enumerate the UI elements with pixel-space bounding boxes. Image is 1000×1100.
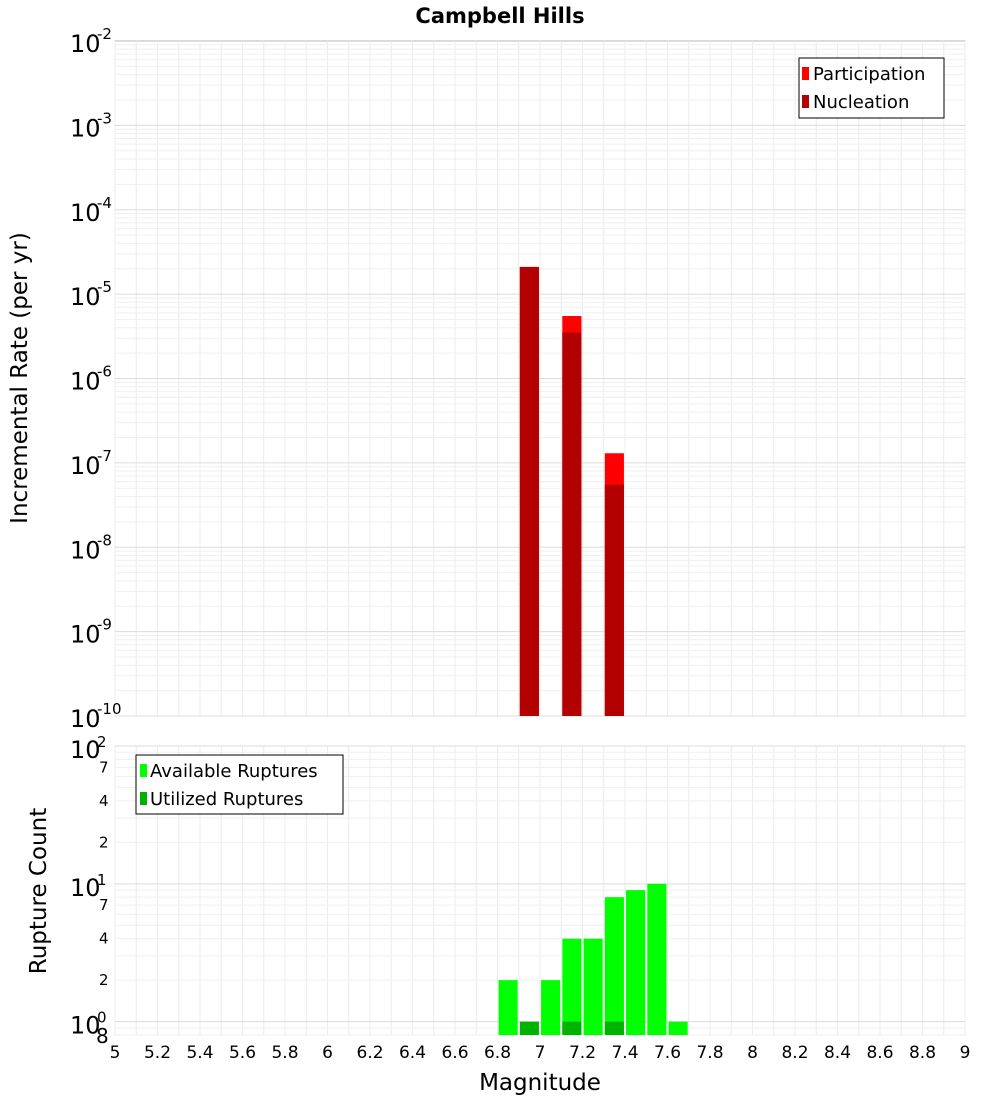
count-y-minor-tick-label: 2 <box>99 971 109 989</box>
x-tick-label: 6.2 <box>356 1043 383 1063</box>
participation-legend-label: Participation <box>813 64 925 85</box>
rate-y-tick-label: 10 <box>70 368 101 396</box>
x-tick-label: 8.8 <box>909 1043 936 1063</box>
utilized-ruptures-bar <box>604 1021 624 1035</box>
rate-y-tick-label: 10 <box>70 452 101 480</box>
participation-legend-swatch <box>802 67 809 80</box>
rate-y-tick-exponent: -6 <box>97 363 112 381</box>
x-tick-label: 6.6 <box>441 1043 468 1063</box>
x-tick-label: 7 <box>535 1043 546 1063</box>
rate-y-tick-exponent: -9 <box>97 616 112 634</box>
count-y-tick-label: 10 <box>70 1012 101 1040</box>
nucleation-legend-swatch <box>802 95 809 108</box>
x-tick-label: 5.6 <box>229 1043 256 1063</box>
count-y-minor-tick-label: 7 <box>99 896 109 914</box>
rate-y-tick-exponent: -10 <box>97 700 122 718</box>
rate-bars <box>519 266 624 716</box>
chart-title: Campbell Hills <box>415 4 584 28</box>
rate-y-tick-label: 10 <box>70 621 101 649</box>
rate-y-tick-exponent: -7 <box>97 447 112 465</box>
nucleation-bar <box>519 266 539 716</box>
count-y-minor-tick-label: 4 <box>99 792 109 810</box>
available-legend-label: Available Ruptures <box>150 761 318 782</box>
count-bars <box>498 883 688 1035</box>
x-tick-label: 6 <box>322 1043 333 1063</box>
count-y-tick-label: 10 <box>70 874 101 902</box>
x-tick-label: 7.6 <box>654 1043 681 1063</box>
available-ruptures-bar <box>626 890 646 1035</box>
count-y-tick-exponent: 0 <box>97 1009 107 1027</box>
x-tick-label: 7.4 <box>611 1043 638 1063</box>
x-tick-label: 5.2 <box>144 1043 171 1063</box>
x-tick-label: 7.2 <box>569 1043 596 1063</box>
x-ticks: 5 5.2 5.4 5.6 5.8 6 6.2 6.4 6.6 6.8 7 7.2 7.4 7.6 7.8 8… <box>110 1043 971 1063</box>
x-tick-label: 8 <box>747 1043 758 1063</box>
rate-y-tick-label: 10 <box>70 283 101 311</box>
count-y-tick-label: 10 <box>70 736 101 764</box>
count-legend-box <box>135 754 344 815</box>
rate-y-tick-label: 10 <box>70 199 101 227</box>
rate-y-tick-exponent: -8 <box>97 531 112 549</box>
count-legend: Available Ruptures Utilized Ruptures <box>135 754 344 815</box>
x-tick-label: 9 <box>960 1043 971 1063</box>
x-tick-label: 7.8 <box>696 1043 723 1063</box>
nucleation-bar <box>604 484 624 716</box>
count-y-minor-tick-label: 8 <box>96 1024 109 1048</box>
rate-y-tick-label: 10 <box>70 536 101 564</box>
rate-legend-box <box>798 57 945 119</box>
x-tick-label: 8.6 <box>866 1043 893 1063</box>
nucleation-bar <box>562 332 582 716</box>
x-tick-label: 6.8 <box>484 1043 511 1063</box>
available-ruptures-bar <box>498 980 518 1035</box>
rate-y-tick-exponent: -5 <box>97 278 112 296</box>
count-y-tick-exponent: 2 <box>97 733 107 751</box>
utilized-ruptures-bar <box>562 1021 582 1035</box>
available-legend-swatch <box>140 764 147 777</box>
count-y-minor-tick-label: 2 <box>99 833 109 851</box>
rate-y-tick-exponent: -4 <box>97 194 112 212</box>
x-tick-label: 8.4 <box>824 1043 851 1063</box>
x-axis-label: Magnitude <box>479 1070 601 1096</box>
x-tick-label: 8.2 <box>781 1043 808 1063</box>
count-y-axis-label: Rupture Count <box>26 808 52 974</box>
rate-y-tick-exponent: -2 <box>97 25 112 43</box>
rate-y-tick-label: 10 <box>70 30 101 58</box>
available-ruptures-bar <box>541 980 561 1035</box>
rate-legend: Participation Nucleation <box>798 57 945 119</box>
available-ruptures-bar <box>583 938 603 1035</box>
rate-y-tick-label: 10 <box>70 114 101 142</box>
utilized-legend-label: Utilized Ruptures <box>150 789 303 810</box>
available-ruptures-bar <box>668 1021 688 1035</box>
utilized-ruptures-bar <box>519 1021 539 1035</box>
nucleation-legend-label: Nucleation <box>813 92 909 113</box>
rate-y-tick-label: 10 <box>70 705 101 733</box>
count-y-minor-tick-label: 7 <box>99 758 109 776</box>
utilized-legend-swatch <box>140 792 147 805</box>
rate-grid <box>114 41 966 717</box>
x-tick-label: 5 <box>110 1043 121 1063</box>
x-tick-label: 5.8 <box>271 1043 298 1063</box>
count-y-tick-exponent: 1 <box>97 871 107 889</box>
available-ruptures-bar <box>562 938 582 1035</box>
rate-y-axis-label: Incremental Rate (per yr) <box>7 232 33 524</box>
count-y-minor-tick-label: 4 <box>99 930 109 948</box>
x-tick-label: 6.4 <box>399 1043 426 1063</box>
x-tick-label: 5.4 <box>186 1043 213 1063</box>
available-ruptures-bar <box>604 897 624 1035</box>
available-ruptures-bar <box>647 883 667 1035</box>
rate-y-tick-exponent: -3 <box>97 109 112 127</box>
